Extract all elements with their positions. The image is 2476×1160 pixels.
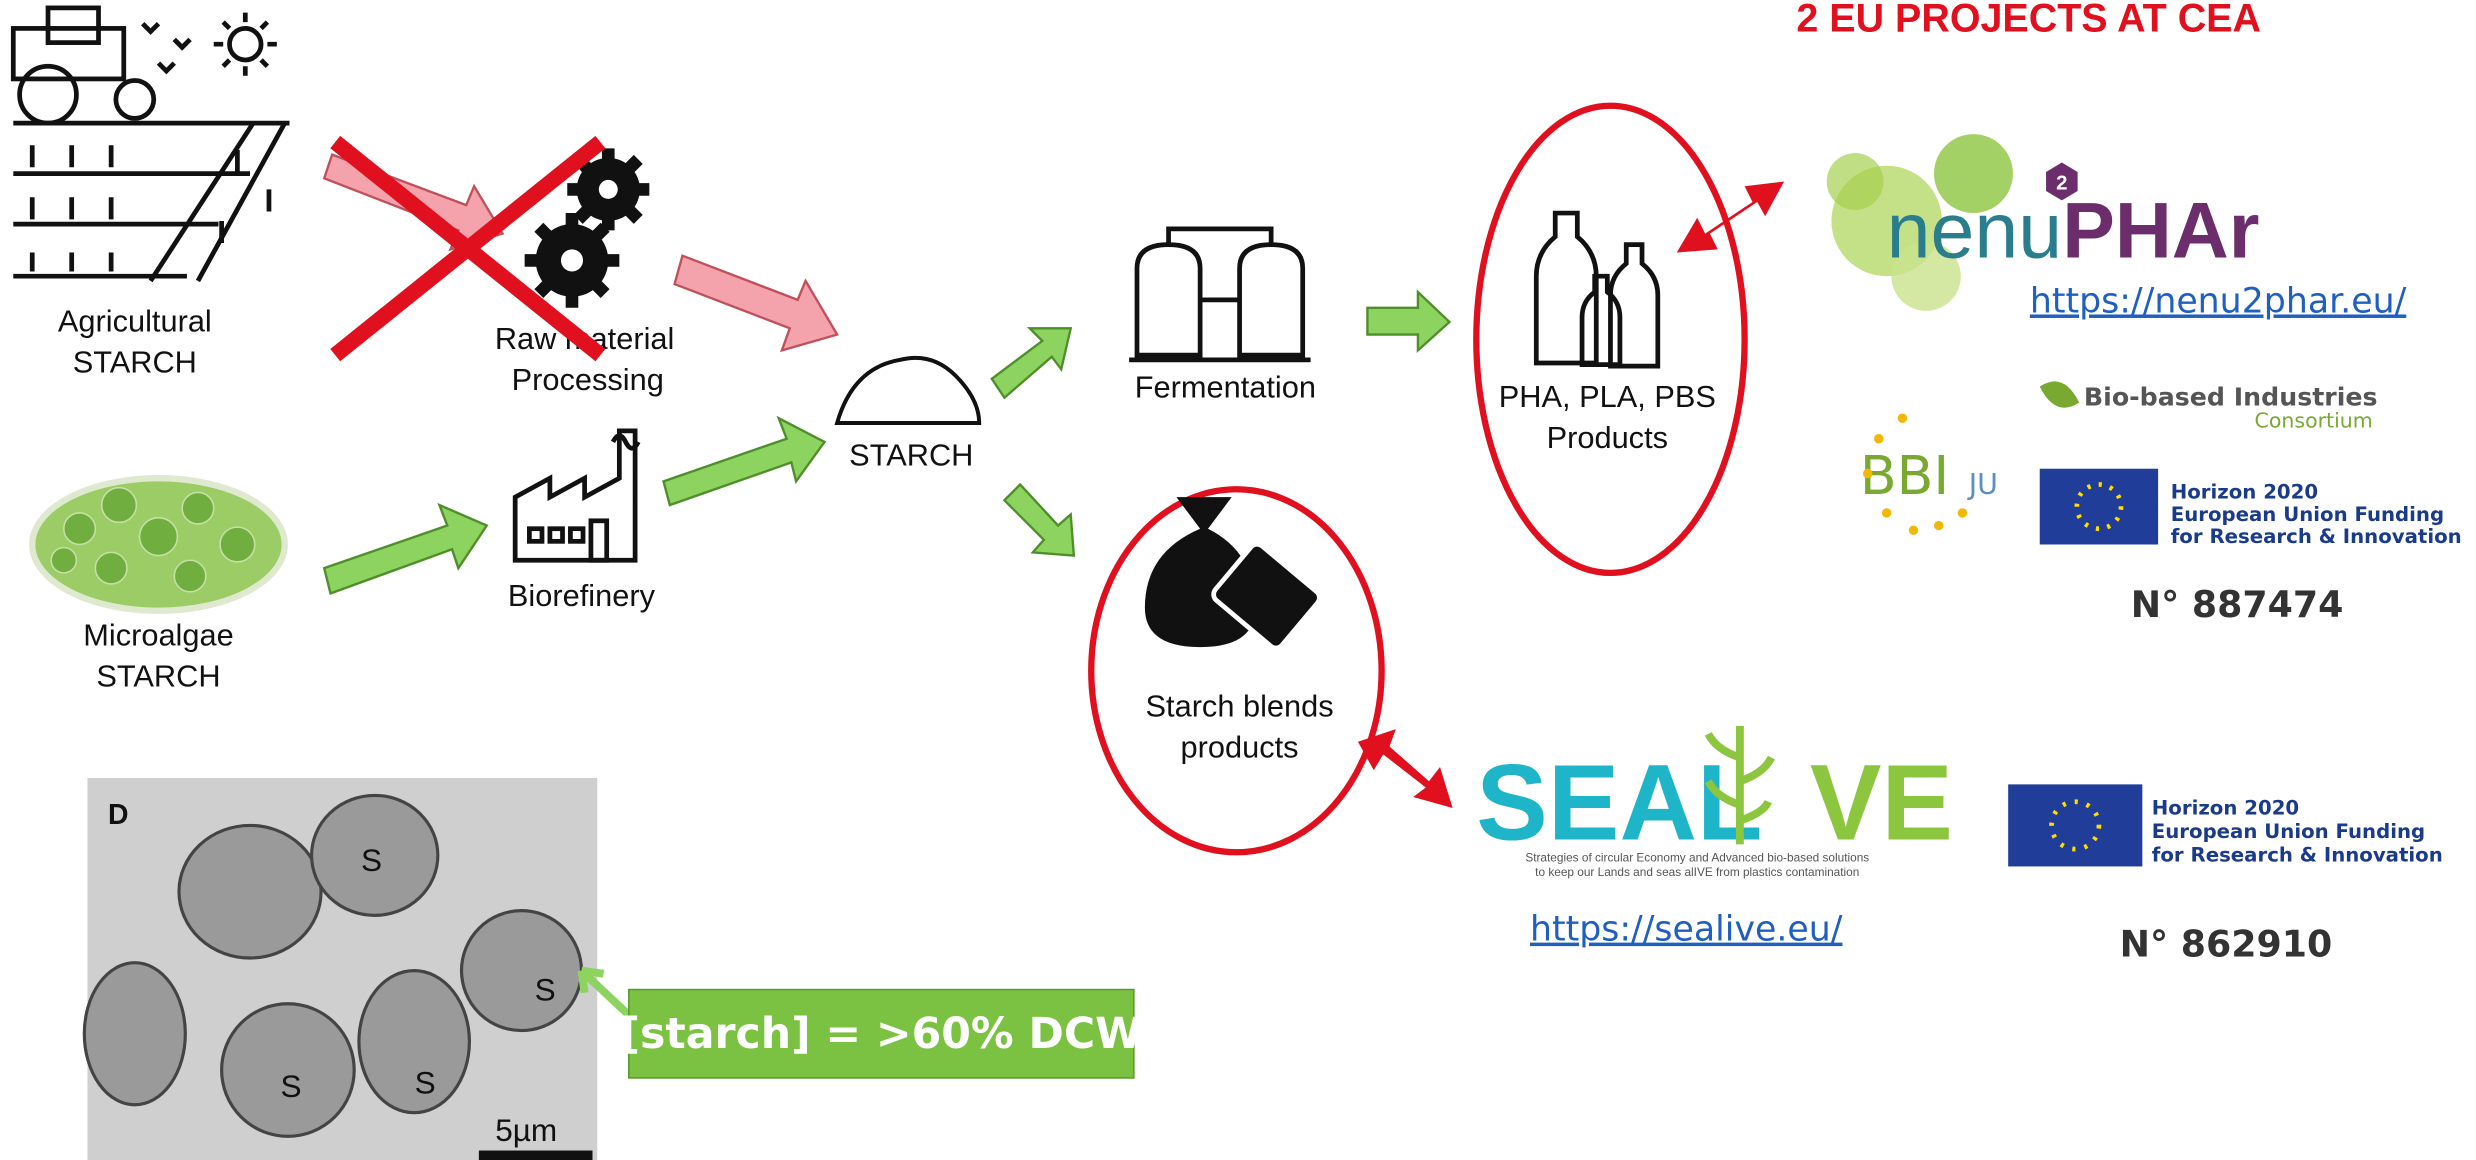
title: 2 EU PROJECTS AT CEA [1796, 0, 2261, 41]
funding-text: European Union Funding [2171, 503, 2444, 526]
node-label: Fermentation [1135, 370, 1316, 405]
farm-icon [13, 8, 289, 281]
funding-text: European Union Funding [2152, 820, 2425, 843]
cell-label: S [535, 972, 556, 1008]
logo-text: VE [1810, 743, 1953, 863]
logo-text: SEAL VE [1476, 743, 1953, 863]
arrow [1367, 292, 1449, 350]
funding-text: Horizon 2020 [2152, 796, 2299, 819]
logo-text: Bio-based Industries [2084, 383, 2378, 412]
bbic-logo: Bio-based Industries Consortium [2040, 381, 2378, 432]
grant-number: N° 862910 [2120, 922, 2333, 965]
factory-icon [515, 431, 638, 560]
grant-number: N° 887474 [2131, 583, 2344, 626]
page: 2 EU PROJECTS AT CEA Agricultural STARCH… [0, 0, 2476, 1160]
logo-text: BBI [1860, 444, 1949, 507]
cell-label: S [415, 1065, 436, 1101]
starch-icon [837, 358, 979, 423]
fermenter-icon [1129, 229, 1310, 360]
node-label: products [1181, 730, 1299, 765]
arrow [1004, 485, 1073, 556]
node-label: STARCH [849, 438, 973, 473]
cell-label: S [281, 1068, 302, 1104]
bbi-logo: BBI JU [1860, 413, 1998, 535]
logo-text: nenuPHAr [1887, 186, 2260, 274]
arrow [324, 505, 487, 593]
gears-icon [525, 148, 650, 307]
arrow [992, 328, 1071, 397]
node-label: Biorefinery [508, 578, 656, 613]
node-label: Agricultural [58, 303, 212, 338]
logo-text: PHAr [2062, 186, 2259, 274]
highlight-ellipse [1091, 489, 1381, 852]
node-label: Products [1547, 420, 1668, 455]
eu-flag [2008, 784, 2142, 866]
funding-text: Horizon 2020 [2171, 481, 2318, 504]
sealive-logo: SEAL VE Strategies of circular Economy an… [1476, 726, 1953, 879]
scale-label: 5µm [495, 1112, 557, 1148]
logo-text: nenu [1887, 186, 2063, 274]
cell-label: S [361, 842, 382, 878]
bottles-icon [1536, 213, 1658, 366]
node-label: Processing [512, 362, 664, 397]
scale-bar [479, 1151, 593, 1160]
arrow [664, 418, 825, 505]
diagram: 2 EU PROJECTS AT CEA Agricultural STARCH… [0, 0, 2476, 1160]
project-link[interactable]: https://sealive.eu/ [1530, 910, 1843, 950]
bag-icon [1145, 497, 1323, 651]
funding-text: for Research & Innovation [2171, 525, 2462, 548]
annotation: [starch] = >60% DCW [621, 1009, 1143, 1059]
logo-text: JU [1967, 468, 1998, 501]
arrow [675, 256, 838, 351]
logo-tagline: Strategies of circular Economy and Advan… [1525, 851, 1869, 865]
logo-tagline: to keep our Lands and seas alIVE from pl… [1535, 865, 1859, 879]
node-label: Microalgae [83, 617, 233, 652]
logo-text: Consortium [2255, 409, 2373, 433]
eu-flag [2040, 469, 2158, 545]
panel-label: D [108, 799, 129, 831]
node-label: STARCH [96, 659, 220, 694]
project-link[interactable]: https://nenu2phar.eu/ [2030, 281, 2407, 321]
node-label: PHA, PLA, PBS [1499, 379, 1716, 414]
node-label: Starch blends [1146, 689, 1334, 724]
node-label: STARCH [73, 344, 197, 379]
funding-text: for Research & Innovation [2152, 844, 2443, 867]
logo-text: SEAL [1476, 743, 1762, 863]
double-arrow [1358, 729, 1453, 808]
